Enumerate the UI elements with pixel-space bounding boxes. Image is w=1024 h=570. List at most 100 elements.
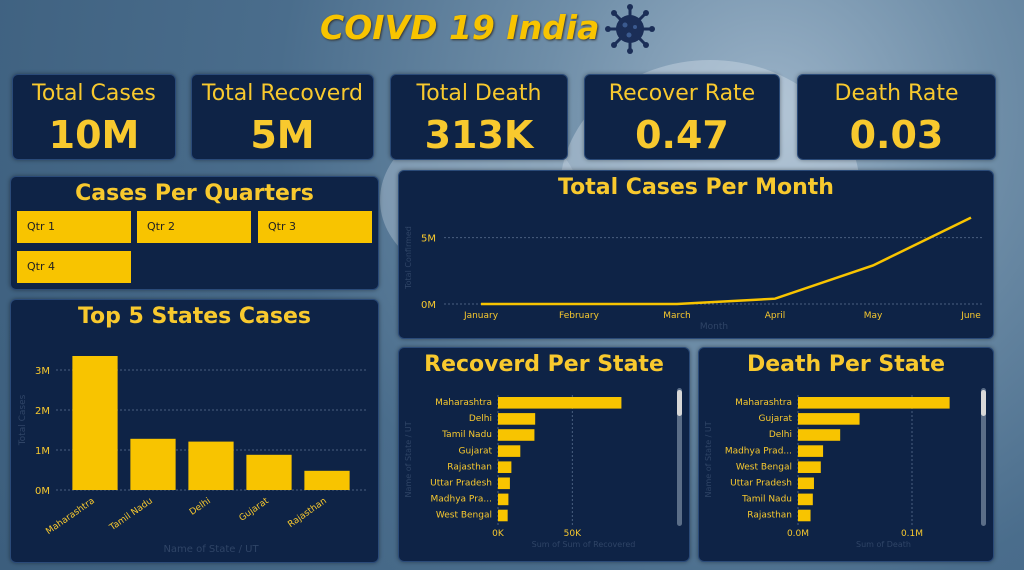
kpi-value: 5M — [250, 113, 315, 157]
y-tick-label: Gujarat — [759, 414, 793, 424]
kpi-card-total-death: Total Death 313K — [390, 74, 568, 160]
quarters-slicer-title: Cases Per Quarters — [75, 181, 314, 206]
x-tick-label: Gujarat — [238, 496, 272, 524]
recovered-scroll-track[interactable] — [677, 388, 682, 526]
recovered-per-state-panel: Recoverd Per State 0K 50K Maharashtra Delhi… — [398, 347, 690, 562]
x-tick-label: Rajasthan — [286, 496, 328, 530]
death-per-state-chart: 0.0M 0.1M Maharashtra Gujarat Delhi Madhya Pr… — [704, 395, 950, 549]
quarter-button-4[interactable]: Qtr 4 — [17, 251, 131, 283]
bar — [798, 445, 824, 457]
x-tick-label: May — [864, 311, 883, 321]
x-tick-label: Tamil Nadu — [107, 496, 154, 533]
x-tick-label: 50K — [564, 529, 582, 539]
bar — [798, 509, 811, 522]
x-tick-label: June — [960, 311, 981, 321]
y-tick-label: Madhya Pra... — [431, 495, 492, 505]
bar — [498, 397, 622, 409]
y-tick-label: Gujarat — [459, 446, 493, 456]
dashboard-title-text: COIVD 19 India — [320, 8, 600, 47]
death-per-state-panel: Death Per State 0.0M 0.1M Maharashtra Gujar… — [698, 347, 994, 562]
quarter-button-3[interactable]: Qtr 3 — [258, 211, 372, 243]
bar — [798, 429, 841, 441]
y-axis-label: Total Cases — [18, 394, 28, 446]
kpi-label: Death Rate — [834, 81, 959, 106]
kpi-label: Total Death — [416, 81, 542, 106]
y-tick-label: Delhi — [469, 414, 492, 424]
recovered-per-state-title: Recoverd Per State — [424, 352, 664, 377]
kpi-label: Total Cases — [32, 81, 156, 106]
y-tick-label: Maharashtra — [735, 398, 792, 408]
series-line — [480, 216, 972, 306]
bar — [130, 438, 176, 490]
cases-per-month-panel: Total Cases Per Month 0M 5M January Februar… — [398, 170, 994, 339]
kpi-card-death-rate: Death Rate 0.03 — [797, 74, 996, 160]
bar — [798, 461, 821, 473]
quarter-button-2[interactable]: Qtr 2 — [137, 211, 251, 243]
y-tick-label: Madhya Prad... — [725, 446, 792, 456]
quarters-slicer-panel: Cases Per Quarters Qtr 1 Qtr 2 Qtr 3 Qtr… — [10, 176, 379, 290]
y-tick-label: 3M — [35, 366, 50, 377]
x-axis-label: Sum of Sum of Recovered — [532, 540, 636, 549]
y-tick-label: West Bengal — [436, 511, 492, 521]
virus-icon — [605, 4, 655, 54]
y-tick-label: Tamil Nadu — [741, 495, 792, 505]
cases-per-month-chart: 0M 5M January February March April May June Mont… — [404, 216, 984, 332]
kpi-value: 313K — [424, 113, 534, 157]
bar — [498, 477, 510, 490]
quarter-button-1[interactable]: Qtr 1 — [17, 211, 131, 243]
bar — [498, 413, 536, 425]
y-tick-label: Uttar Pradesh — [730, 478, 792, 488]
bar — [498, 493, 509, 506]
x-tick-label: 0K — [492, 529, 505, 539]
y-tick-label: 0M — [421, 300, 436, 311]
y-axis-label: Name of State / UT — [404, 421, 413, 497]
death-scrollbar[interactable] — [981, 390, 986, 416]
bar — [798, 413, 860, 425]
bar — [246, 454, 292, 490]
y-tick-label: Tamil Nadu — [441, 430, 492, 440]
y-axis-label: Name of State / UT — [704, 421, 713, 497]
x-tick-label: 0.1M — [901, 529, 923, 539]
recovered-scrollbar[interactable] — [677, 390, 682, 416]
x-axis-label: Sum of Death — [856, 540, 911, 549]
x-tick-label: Delhi — [188, 496, 213, 517]
x-tick-label: April — [765, 311, 786, 321]
bar — [798, 397, 950, 409]
x-axis-label: Month — [700, 322, 728, 332]
kpi-card-total-cases: Total Cases 10M — [12, 74, 176, 160]
y-tick-label: Maharashtra — [435, 398, 492, 408]
bar — [498, 429, 535, 441]
kpi-label: Total Recoverd — [202, 81, 363, 106]
death-per-state-title: Death Per State — [746, 352, 946, 377]
y-tick-label: West Bengal — [736, 462, 792, 472]
bar — [798, 477, 814, 490]
bar — [498, 509, 508, 522]
y-tick-label: Delhi — [769, 430, 792, 440]
top5-states-chart: 0M 1M 2M 3M Maharashtra Tamil Nadu Delhi Gujara… — [18, 356, 366, 555]
bar — [304, 470, 350, 490]
bar — [498, 461, 512, 473]
top5-states-title: Top 5 States Cases — [77, 304, 312, 329]
x-tick-label: 0.0M — [787, 529, 809, 539]
recovered-per-state-chart: 0K 50K Maharashtra Delhi Tamil Nadu Gujarat Ra… — [404, 395, 636, 549]
x-tick-label: Maharashtra — [44, 496, 96, 537]
y-tick-label: 0M — [35, 486, 50, 497]
y-tick-label: Rajasthan — [747, 511, 792, 521]
x-tick-label: February — [559, 311, 600, 321]
y-axis-label: Total Confirmed — [404, 226, 413, 290]
death-scroll-track[interactable] — [981, 388, 986, 526]
top5-states-panel: Top 5 States Cases 0M 1M 2M 3M Maharashtra Ta… — [10, 299, 379, 563]
y-tick-label: 5M — [421, 234, 436, 245]
cases-per-month-title: Total Cases Per Month — [558, 175, 834, 200]
y-tick-label: Rajasthan — [447, 462, 492, 472]
kpi-value: 10M — [48, 113, 140, 157]
y-tick-label: Uttar Pradesh — [430, 478, 492, 488]
x-tick-label: March — [663, 311, 690, 321]
bar — [498, 445, 521, 457]
bar — [72, 356, 118, 490]
kpi-value: 0.03 — [849, 113, 944, 157]
bar — [188, 441, 234, 490]
kpi-card-recover-rate: Recover Rate 0.47 — [584, 74, 780, 160]
kpi-label: Recover Rate — [608, 81, 756, 106]
x-axis-label: Name of State / UT — [163, 544, 259, 555]
